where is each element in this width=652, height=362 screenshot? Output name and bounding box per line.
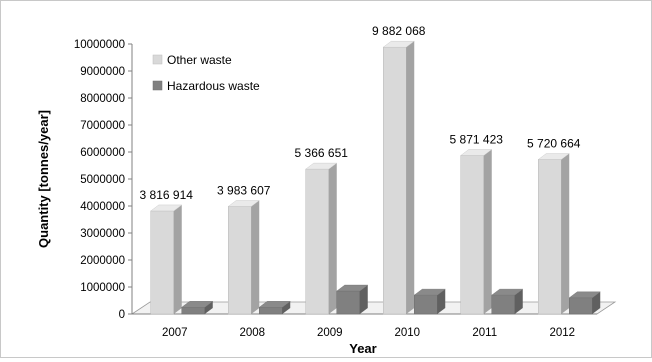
y-tick-label: 6000000 (80, 147, 125, 159)
bar-other-waste-front (383, 46, 407, 315)
bar-hazardous-waste (258, 301, 291, 315)
bar-other-waste-side (328, 163, 337, 314)
y-tick-label: 8000000 (80, 93, 125, 105)
data-label-other-waste: 5 720 664 (527, 137, 581, 151)
bar-hazardous-waste-side (592, 291, 601, 314)
bar-hazardous-waste-front (491, 294, 515, 315)
x-tick-label: 2008 (239, 327, 265, 339)
bar-other-waste-front (538, 159, 562, 315)
bar-hazardous-waste-side (437, 289, 446, 314)
bar-other-waste-side (251, 200, 260, 314)
bar-other-waste-side (173, 204, 182, 314)
legend: Other waste Hazardous waste (152, 53, 260, 93)
bar-hazardous-waste-front (336, 290, 360, 315)
y-tick-label: 7000000 (80, 120, 125, 132)
bar-hazardous-waste-front (569, 297, 593, 315)
bar-hazardous-waste (181, 301, 214, 315)
data-label-other-waste: 9 882 068 (372, 24, 426, 38)
x-tick-label: 2011 (472, 327, 497, 339)
bars (150, 40, 601, 315)
bar-other-waste-side (483, 149, 492, 314)
bar-hazardous-waste-top (568, 291, 601, 298)
bar-hazardous-waste-front (181, 307, 205, 315)
data-label-other-waste: 5 366 651 (295, 146, 349, 160)
data-label-other-waste: 3 983 607 (217, 183, 271, 197)
bar-other-waste (305, 162, 338, 315)
legend-swatch-hazardous-waste (152, 80, 163, 91)
bar-other-waste-front (305, 168, 329, 315)
bar-other-waste-top (460, 149, 493, 156)
bar-other-waste-top (537, 153, 570, 160)
bar-other-waste-top (305, 162, 338, 170)
bar-hazardous-waste-top (491, 288, 524, 296)
bar-other-waste-side (406, 41, 415, 314)
y-tick-label: 9000000 (80, 66, 125, 78)
bar-other-waste-side (561, 153, 570, 314)
legend-swatch-other-waste (152, 54, 163, 65)
bar-other-waste-front (460, 155, 484, 315)
legend-label-hazardous-waste: Hazardous waste (167, 79, 260, 93)
bar-hazardous-waste-side (514, 289, 523, 314)
bar-hazardous-waste-side (282, 301, 291, 314)
data-labels: 3 816 914 3 983 607 5 366 651 9 882 068 5 87… (140, 24, 581, 202)
bar-hazardous-waste (413, 288, 446, 315)
y-tick-label: 10000000 (74, 39, 125, 51)
y-axis-title: Quantity [tonnes/year] (36, 110, 51, 248)
x-tick-label: 2012 (549, 327, 575, 339)
bar-other-waste (150, 204, 183, 315)
data-label-other-waste: 3 816 914 (140, 188, 194, 202)
y-tick-label: 0 (119, 309, 125, 321)
bar-hazardous-waste-side (204, 301, 213, 314)
bar-hazardous-waste (568, 291, 601, 315)
bar-other-waste-top (150, 204, 183, 212)
bar-hazardous-waste-top (258, 301, 291, 308)
legend-label-other-waste: Other waste (167, 53, 232, 67)
bar-other-waste-top (382, 40, 415, 48)
bar-other-waste (460, 149, 493, 315)
bar-hazardous-waste-top (336, 284, 369, 292)
bar-hazardous-waste-front (414, 294, 438, 315)
bar-hazardous-waste-side (359, 285, 368, 314)
bar-other-waste-top (227, 200, 260, 207)
y-tick-label: 2000000 (80, 255, 125, 267)
x-tick-label: 2010 (394, 327, 420, 339)
bar-other-waste (382, 40, 415, 315)
x-tick-label: 2007 (162, 327, 188, 339)
bar-hazardous-waste (336, 284, 369, 315)
y-tick-label: 3000000 (80, 228, 125, 240)
bar-other-waste (227, 200, 260, 315)
bar-hazardous-waste-top (181, 301, 214, 308)
bar-other-waste-front (150, 210, 174, 315)
bar-other-waste-front (228, 206, 252, 315)
data-label-other-waste: 5 871 423 (450, 132, 504, 146)
y-tick-label: 1000000 (80, 282, 125, 294)
bar-hazardous-waste-front (259, 307, 283, 315)
bar-other-waste (537, 153, 570, 315)
x-axis-title: Year (349, 341, 376, 356)
x-tick-label: 2009 (317, 327, 343, 339)
y-tick-label: 4000000 (80, 201, 125, 213)
bar-hazardous-waste (491, 288, 524, 315)
bar-hazardous-waste-top (413, 288, 446, 296)
y-tick-label: 5000000 (80, 174, 125, 186)
